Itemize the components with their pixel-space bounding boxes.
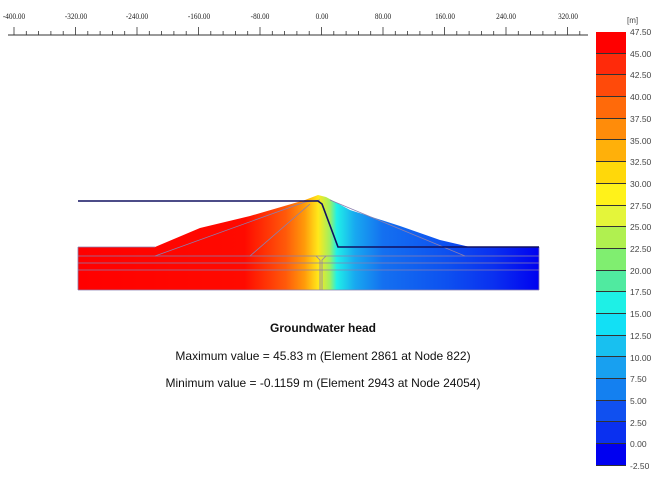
legend-color-box [596,205,626,228]
ruler-tick-label: -240.00 [125,11,149,21]
legend-label: 40.00 [630,92,652,103]
legend-color-box [596,227,626,249]
legend-label: 2.50 [630,417,647,428]
legend-label: 10.00 [630,352,652,363]
ruler-tick-label: 240.00 [496,11,516,21]
legend-label: 27.50 [630,200,652,211]
ruler-tick-label: 0.00 [315,11,328,21]
ruler-tick-label: -80.00 [250,11,270,21]
legend-label: 20.00 [630,265,652,276]
legend-color-box [596,183,626,206]
legend-label: 7.50 [630,374,647,385]
legend-label: 47.50 [630,27,652,37]
legend-label: 42.50 [630,70,652,81]
legend-color-box [596,335,626,358]
legend-label: 22.50 [630,244,652,254]
ruler-tick-label: -160.00 [187,11,210,21]
maximum-value-text: Maximum value = 45.83 m (Element 2861 at… [175,349,471,363]
legend-color-box [596,357,626,379]
legend-color-box [596,32,626,54]
phreatic-line [78,200,539,248]
legend-label: 12.50 [630,330,652,341]
legend-color-box [596,422,626,445]
ruler-tick-label: 320.00 [557,11,578,21]
legend-label: 37.50 [630,113,652,124]
groundwater-head-plot [77,195,540,291]
legend-color-box [596,379,626,401]
legend-label: 30.00 [630,178,652,189]
plot-title: Groundwater head [269,321,377,335]
legend-color-box [596,97,626,119]
legend-color-box [596,248,626,271]
legend-label: 17.50 [630,287,652,298]
legend-color-box [596,53,626,76]
ruler-tick-label: -400.00 [2,11,26,21]
ruler-tick-label: -320.00 [64,11,87,21]
legend-color-box [596,75,626,98]
legend-label: 15.00 [630,309,652,320]
legend-color-box [596,292,626,314]
legend-label: -2.50 [630,461,650,471]
layer-lines [77,199,540,291]
dam-body [78,195,539,290]
legend-label: 5.00 [630,395,647,406]
legend-label: 35.00 [630,135,652,146]
legend-color-box [596,270,626,293]
legend-color-box [596,140,626,163]
legend-label: 32.50 [630,157,652,168]
legend-color-box [596,444,626,466]
legend-unit: [m] [627,16,639,25]
ruler-tick-label: 160.00 [434,11,455,21]
minimum-value-text: Minimum value = -0.1159 m (Element 2943 … [165,376,481,390]
ruler-tick-label: 80.00 [374,11,392,21]
legend-color-box [596,162,626,184]
legend-color-box [596,313,626,336]
legend-label: 25.00 [630,222,652,233]
legend-label: 0.00 [630,439,647,450]
horizontal-ruler [8,27,588,36]
legend-color-box [596,400,626,423]
color-legend-bar [596,32,626,466]
legend-color-box [596,118,626,141]
legend-label: 45.00 [630,48,652,59]
